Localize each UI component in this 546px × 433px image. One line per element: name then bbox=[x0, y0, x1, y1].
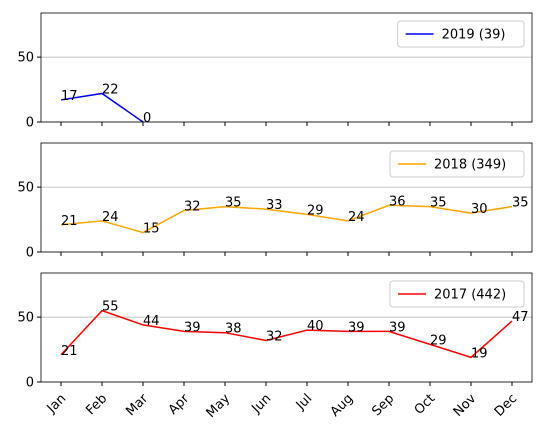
x-tick-label: Mar bbox=[123, 391, 151, 419]
x-tick-label: Jun bbox=[249, 391, 275, 417]
x-tick-label: May bbox=[204, 391, 234, 421]
data-label: 15 bbox=[143, 222, 160, 237]
data-label: 35 bbox=[225, 196, 242, 211]
plot-frame bbox=[40, 12, 533, 123]
data-label: 39 bbox=[389, 320, 406, 335]
series-line bbox=[60, 309, 513, 359]
legend-box bbox=[389, 150, 525, 178]
data-label: 36 bbox=[389, 194, 406, 209]
plot-frame bbox=[40, 142, 533, 253]
y-tick-label: 0 bbox=[26, 116, 34, 131]
legend-label: 2019 (39) bbox=[442, 28, 506, 43]
series-line bbox=[60, 92, 144, 123]
data-label: 38 bbox=[225, 322, 242, 337]
data-label: 21 bbox=[61, 214, 78, 229]
data-label: 24 bbox=[102, 210, 119, 225]
series-line bbox=[60, 204, 513, 234]
y-tick-label: 50 bbox=[17, 311, 34, 326]
x-tick-label: Feb bbox=[83, 391, 110, 418]
x-tick-label: Apr bbox=[166, 391, 193, 418]
y-tick-label: 50 bbox=[17, 181, 34, 196]
data-label: 33 bbox=[266, 198, 283, 213]
y-tick-label: 0 bbox=[26, 246, 34, 261]
y-tick-label: 50 bbox=[17, 51, 34, 66]
data-label: 30 bbox=[471, 202, 488, 217]
data-label: 24 bbox=[348, 210, 365, 225]
data-label: 39 bbox=[348, 320, 365, 335]
legend-label: 2017 (442) bbox=[434, 288, 506, 303]
data-label: 39 bbox=[184, 320, 201, 335]
x-tick-label: Aug bbox=[328, 391, 357, 420]
data-label: 22 bbox=[102, 82, 119, 97]
data-label: 35 bbox=[430, 196, 447, 211]
data-label: 44 bbox=[143, 314, 160, 329]
legend-box bbox=[397, 20, 525, 48]
plot-frame bbox=[40, 272, 533, 383]
data-label: 47 bbox=[512, 310, 529, 325]
x-tick-label: Nov bbox=[451, 391, 480, 420]
data-label: 17 bbox=[61, 89, 78, 104]
legend-box bbox=[389, 280, 525, 308]
data-label: 35 bbox=[512, 196, 529, 211]
x-tick-label: Oct bbox=[412, 391, 439, 418]
data-label: 19 bbox=[471, 346, 488, 361]
data-label: 32 bbox=[184, 199, 201, 214]
x-tick-label: Jan bbox=[44, 391, 69, 416]
x-tick-label: Jul bbox=[293, 391, 315, 413]
data-label: 55 bbox=[102, 300, 119, 315]
y-tick-label: 0 bbox=[26, 376, 34, 391]
data-label: 29 bbox=[430, 333, 447, 348]
data-label: 0 bbox=[143, 111, 151, 126]
x-tick-label: Sep bbox=[369, 391, 397, 419]
data-label: 40 bbox=[307, 319, 324, 334]
x-tick-label: Dec bbox=[492, 391, 520, 419]
legend-label: 2018 (349) bbox=[434, 158, 506, 173]
data-label: 29 bbox=[307, 203, 324, 218]
data-label: 32 bbox=[266, 329, 283, 344]
data-label: 21 bbox=[61, 344, 78, 359]
